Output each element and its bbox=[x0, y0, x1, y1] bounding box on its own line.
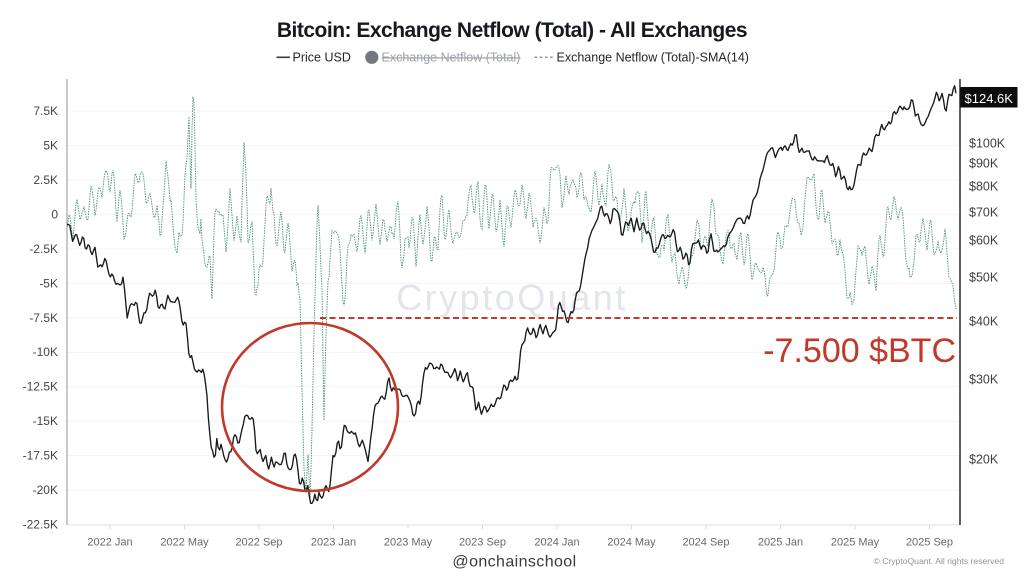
svg-text:© CryptoQuant. All rights rese: © CryptoQuant. All rights reserved bbox=[873, 556, 1004, 566]
svg-text:Exchange Netflow (Total): Exchange Netflow (Total) bbox=[382, 51, 521, 65]
svg-text:-5K: -5K bbox=[39, 276, 58, 290]
svg-text:-17.5K: -17.5K bbox=[23, 449, 58, 463]
svg-text:$80K: $80K bbox=[969, 179, 999, 193]
svg-text:2023 May: 2023 May bbox=[384, 537, 433, 549]
svg-text:2025 May: 2025 May bbox=[831, 537, 880, 549]
svg-text:-7.500 $BTC: -7.500 $BTC bbox=[763, 332, 956, 370]
svg-text:2.5K: 2.5K bbox=[33, 173, 58, 187]
svg-text:$70K: $70K bbox=[969, 205, 999, 219]
svg-text:5K: 5K bbox=[43, 139, 58, 153]
svg-text:7.5K: 7.5K bbox=[33, 104, 58, 118]
svg-text:2022 Jan: 2022 Jan bbox=[87, 537, 132, 549]
svg-text:2023 Jan: 2023 Jan bbox=[311, 537, 356, 549]
svg-text:0: 0 bbox=[51, 207, 58, 221]
svg-text:2025 Sep: 2025 Sep bbox=[906, 537, 953, 549]
svg-text:-10K: -10K bbox=[33, 345, 58, 359]
svg-text:-22.5K: -22.5K bbox=[23, 518, 58, 532]
svg-text:$30K: $30K bbox=[969, 372, 999, 386]
svg-text:$124.6K: $124.6K bbox=[965, 91, 1014, 106]
svg-text:2024 Jan: 2024 Jan bbox=[534, 537, 579, 549]
svg-text:-15K: -15K bbox=[33, 414, 58, 428]
svg-text:Price USD: Price USD bbox=[293, 51, 351, 65]
svg-text:2024 Sep: 2024 Sep bbox=[682, 537, 729, 549]
svg-text:2022 May: 2022 May bbox=[160, 537, 209, 549]
svg-text:$40K: $40K bbox=[969, 314, 999, 328]
svg-text:2022 Sep: 2022 Sep bbox=[235, 537, 282, 549]
svg-text:$20K: $20K bbox=[969, 452, 999, 466]
svg-text:-2.5K: -2.5K bbox=[29, 242, 58, 256]
svg-text:$60K: $60K bbox=[969, 233, 999, 247]
svg-text:Exchange Netflow (Total)-SMA(1: Exchange Netflow (Total)-SMA(14) bbox=[557, 51, 749, 65]
svg-text:CryptoQuant: CryptoQuant bbox=[396, 277, 628, 318]
svg-text:$100K: $100K bbox=[969, 136, 1006, 150]
svg-text:2023 Sep: 2023 Sep bbox=[459, 537, 506, 549]
svg-text:$50K: $50K bbox=[969, 270, 999, 284]
svg-text:2025 Jan: 2025 Jan bbox=[758, 537, 803, 549]
svg-text:$90K: $90K bbox=[969, 156, 999, 170]
svg-text:Bitcoin: Exchange Netflow (Tot: Bitcoin: Exchange Netflow (Total) - All … bbox=[277, 19, 747, 42]
svg-text:-20K: -20K bbox=[33, 483, 58, 497]
svg-text:@onchainschool: @onchainschool bbox=[452, 554, 576, 571]
svg-text:2024 May: 2024 May bbox=[607, 537, 656, 549]
svg-text:-7.5K: -7.5K bbox=[29, 311, 58, 325]
svg-text:-12.5K: -12.5K bbox=[23, 380, 58, 394]
